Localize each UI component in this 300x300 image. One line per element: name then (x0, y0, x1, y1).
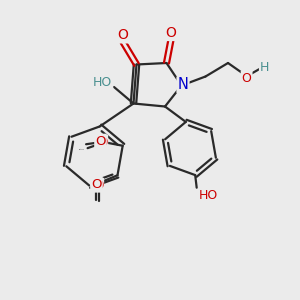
Text: O: O (91, 178, 102, 191)
Text: O: O (118, 28, 128, 42)
Text: HO: HO (93, 76, 112, 89)
Text: O: O (166, 26, 176, 40)
Text: H: H (260, 61, 269, 74)
Text: HO: HO (199, 189, 218, 202)
Text: O: O (95, 135, 106, 148)
Text: O: O (98, 136, 107, 148)
Text: N: N (178, 77, 188, 92)
Text: O: O (94, 179, 103, 192)
Text: methyl3: methyl3 (79, 149, 85, 150)
Text: O: O (242, 71, 251, 85)
